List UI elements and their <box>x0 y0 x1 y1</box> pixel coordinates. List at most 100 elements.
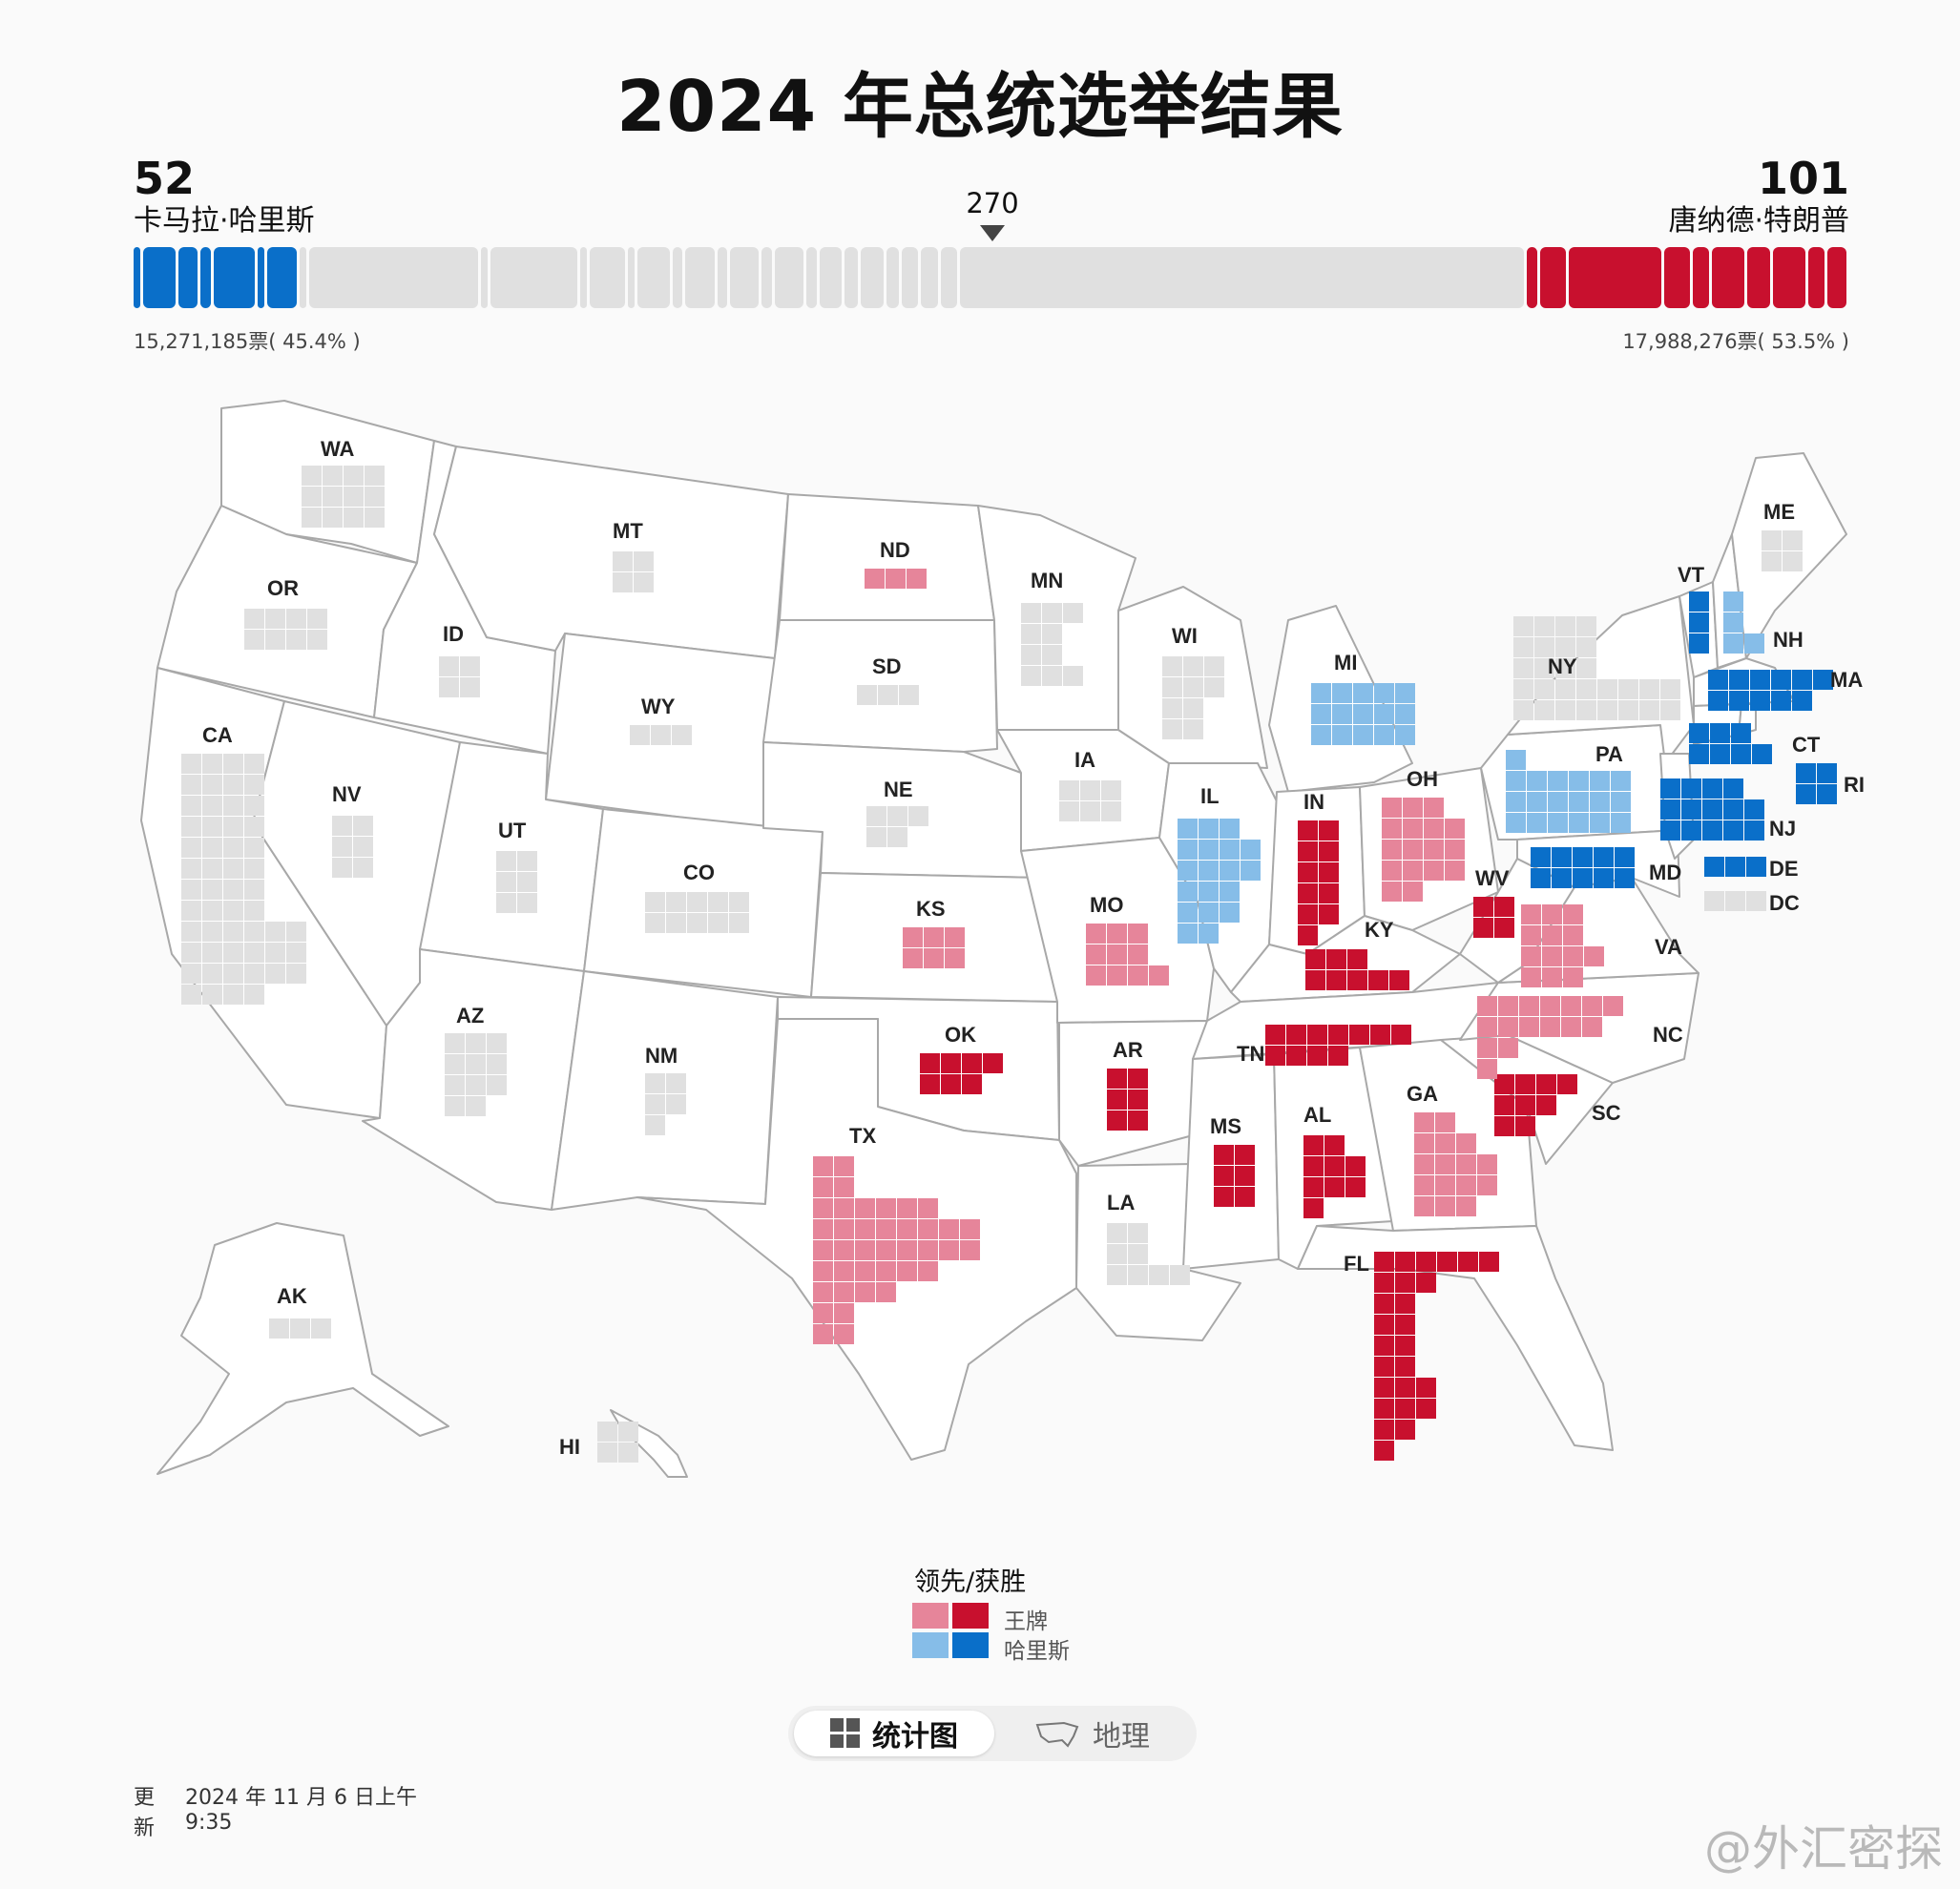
state-label-mo[interactable]: MO <box>1090 893 1124 917</box>
toggle-chart-button[interactable]: 统计图 <box>794 1711 994 1756</box>
state-label-sc[interactable]: SC <box>1592 1101 1621 1125</box>
ev-tile-mi <box>1311 725 1331 745</box>
ev-tile-ca <box>265 943 285 963</box>
ev-tile-il <box>1199 924 1219 944</box>
ev-tile-tx <box>855 1240 875 1260</box>
state-label-or[interactable]: OR <box>267 576 299 600</box>
ev-tile-ok <box>983 1053 1003 1073</box>
state-label-nj[interactable]: NJ <box>1769 817 1797 841</box>
ev-tile-wv <box>1494 897 1514 917</box>
ev-tile-mi <box>1332 704 1352 724</box>
state-label-vt[interactable]: VT <box>1678 563 1705 587</box>
state-label-wy[interactable]: WY <box>641 695 676 718</box>
ev-tile-mo <box>1086 944 1106 965</box>
ev-tile-mi <box>1332 683 1352 703</box>
state-label-ky[interactable]: KY <box>1365 918 1394 942</box>
state-label-me[interactable]: ME <box>1763 500 1795 524</box>
ev-tile-al <box>1345 1177 1366 1197</box>
ev-tile-tx <box>918 1240 938 1260</box>
ev-tile-ak <box>311 1318 331 1339</box>
state-label-id[interactable]: ID <box>443 622 464 646</box>
state-label-hi[interactable]: HI <box>559 1435 580 1459</box>
state-label-nh[interactable]: NH <box>1773 628 1804 652</box>
ev-tile-nj <box>1702 820 1722 841</box>
ev-bar-segment-trump <box>1527 247 1537 308</box>
state-label-ne[interactable]: NE <box>884 778 913 801</box>
state-label-de[interactable]: DE <box>1769 857 1799 881</box>
ev-tile-nc <box>1477 1059 1497 1079</box>
ev-tile-ct <box>1731 723 1751 743</box>
ev-tile-in <box>1319 841 1339 861</box>
ev-tile-tn <box>1349 1025 1369 1045</box>
state-label-ia[interactable]: IA <box>1074 748 1095 772</box>
ev-bar-segment-pending <box>717 247 727 308</box>
ev-tile-ms <box>1235 1145 1255 1165</box>
state-label-ms[interactable]: MS <box>1210 1114 1241 1138</box>
ev-tile-ma <box>1729 670 1749 690</box>
state-label-fl[interactable]: FL <box>1344 1252 1369 1276</box>
toggle-geo-button[interactable]: 地理 <box>994 1711 1191 1756</box>
state-label-nv[interactable]: NV <box>332 782 362 806</box>
state-label-ok[interactable]: OK <box>945 1023 976 1047</box>
state-label-dc[interactable]: DC <box>1769 891 1800 915</box>
state-label-mn[interactable]: MN <box>1031 569 1064 592</box>
ev-tile-oh <box>1424 861 1444 881</box>
state-label-ar[interactable]: AR <box>1113 1038 1143 1062</box>
state-label-co[interactable]: CO <box>683 861 715 884</box>
state-label-ks[interactable]: KS <box>916 897 946 921</box>
state-label-nm[interactable]: NM <box>645 1044 678 1068</box>
state-label-ct[interactable]: CT <box>1792 733 1821 757</box>
ev-tile-ak <box>290 1318 310 1339</box>
ev-bar-segment-harris <box>134 247 141 308</box>
state-label-md[interactable]: MD <box>1649 861 1682 884</box>
state-label-wi[interactable]: WI <box>1172 624 1198 648</box>
view-toggle: 统计图 地理 <box>788 1706 1197 1761</box>
state-label-ny[interactable]: NY <box>1548 654 1577 678</box>
state-label-ca[interactable]: CA <box>202 723 233 747</box>
ev-tile-wy <box>630 725 650 745</box>
state-label-il[interactable]: IL <box>1200 784 1220 808</box>
state-label-in[interactable]: IN <box>1303 790 1324 814</box>
ev-tile-il <box>1199 882 1219 902</box>
state-label-ak[interactable]: AK <box>277 1284 307 1308</box>
state-label-nc[interactable]: NC <box>1653 1023 1683 1047</box>
state-label-nd[interactable]: ND <box>880 538 910 562</box>
state-label-mi[interactable]: MI <box>1334 651 1358 675</box>
ev-tile-ny <box>1534 637 1554 657</box>
state-label-oh[interactable]: OH <box>1407 767 1438 791</box>
state-label-az[interactable]: AZ <box>456 1004 485 1028</box>
ev-tile-nc <box>1498 1038 1518 1058</box>
ev-tile-wi <box>1183 698 1203 718</box>
state-label-tn[interactable]: TN <box>1237 1042 1265 1066</box>
ev-tile-ct <box>1689 723 1709 743</box>
ev-tile-ct <box>1689 744 1709 764</box>
state-label-ri[interactable]: RI <box>1844 773 1865 797</box>
ev-tile-pa <box>1590 771 1610 791</box>
state-label-la[interactable]: LA <box>1107 1191 1136 1214</box>
state-label-mt[interactable]: MT <box>613 519 643 543</box>
legend-harris-lead-swatch <box>912 1632 949 1658</box>
state-label-sd[interactable]: SD <box>872 654 902 678</box>
ev-tile-az <box>445 1054 465 1074</box>
state-label-pa[interactable]: PA <box>1595 742 1623 766</box>
state-label-tx[interactable]: TX <box>849 1124 877 1148</box>
state-label-wa[interactable]: WA <box>321 437 355 461</box>
ev-tile-mn <box>1063 603 1083 623</box>
state-label-ut[interactable]: UT <box>498 819 527 842</box>
ev-tile-fl <box>1374 1273 1394 1293</box>
state-label-al[interactable]: AL <box>1303 1103 1332 1127</box>
ev-bar-segment-pending <box>761 247 772 308</box>
ev-tile-mo <box>1128 965 1148 986</box>
state-label-ma[interactable]: MA <box>1830 668 1864 692</box>
ev-tile-ny <box>1618 679 1638 699</box>
ev-tile-ut <box>496 893 516 913</box>
state-label-va[interactable]: VA <box>1655 935 1682 959</box>
state-label-ga[interactable]: GA <box>1407 1082 1438 1106</box>
ev-tile-ca <box>202 943 222 963</box>
ev-tile-ca <box>202 775 222 795</box>
ev-tile-ar <box>1107 1069 1127 1089</box>
state-label-wv[interactable]: WV <box>1475 866 1510 890</box>
ev-tile-ca <box>223 838 243 858</box>
ev-tile-ne <box>866 827 886 847</box>
ev-tile-dc <box>1704 891 1724 911</box>
